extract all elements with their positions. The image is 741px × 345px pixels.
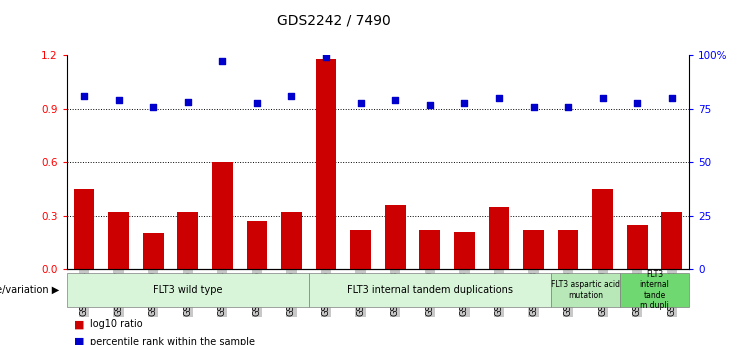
Text: FLT3
internal
tande
m dupli: FLT3 internal tande m dupli (639, 270, 669, 310)
Text: percentile rank within the sample: percentile rank within the sample (90, 337, 256, 345)
Text: FLT3 aspartic acid
mutation: FLT3 aspartic acid mutation (551, 280, 620, 299)
Point (562, 104, 574, 110)
Point (493, 95, 505, 101)
Bar (143, 234, 164, 269)
Bar (662, 212, 682, 269)
Point (251, 101, 263, 106)
Bar (281, 212, 302, 269)
Point (78, 93, 90, 99)
Text: log10 ratio: log10 ratio (90, 319, 143, 329)
Text: genotype/variation ▶: genotype/variation ▶ (0, 285, 59, 295)
Point (424, 102, 436, 108)
Text: ■: ■ (74, 337, 84, 345)
Point (147, 104, 159, 110)
Point (666, 95, 678, 101)
Point (285, 93, 297, 99)
Point (528, 104, 539, 110)
Bar (73, 189, 94, 269)
Point (389, 97, 401, 102)
Point (113, 97, 124, 102)
Bar (419, 230, 440, 269)
Bar (558, 230, 579, 269)
Bar (350, 230, 371, 269)
Text: ■: ■ (74, 319, 84, 329)
Bar (592, 189, 613, 269)
Point (597, 95, 608, 101)
Bar (108, 212, 129, 269)
Bar (316, 59, 336, 269)
Bar (177, 212, 198, 269)
Point (459, 101, 471, 106)
Bar (627, 225, 648, 269)
Bar (454, 232, 475, 269)
Point (320, 54, 332, 60)
Point (355, 101, 367, 106)
Bar (385, 205, 405, 269)
Text: FLT3 internal tandem duplications: FLT3 internal tandem duplications (347, 285, 513, 295)
Bar (488, 207, 509, 269)
Text: FLT3 wild type: FLT3 wild type (153, 285, 222, 295)
Bar (212, 162, 233, 269)
Bar (247, 221, 268, 269)
Text: GDS2242 / 7490: GDS2242 / 7490 (276, 14, 391, 28)
Point (216, 58, 228, 63)
Bar (523, 230, 544, 269)
Point (182, 99, 193, 104)
Point (631, 101, 643, 106)
